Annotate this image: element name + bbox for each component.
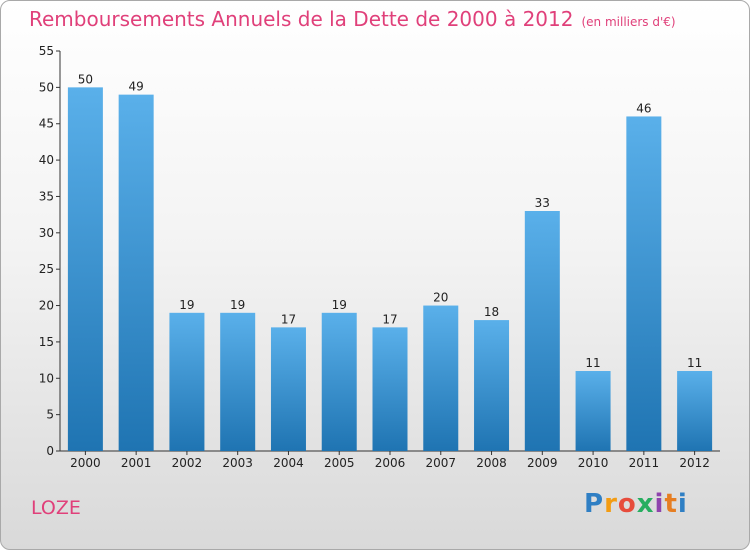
- data-label: 50: [78, 72, 93, 86]
- chart-title-text: Remboursements Annuels de la Dette de 20…: [29, 7, 574, 31]
- bar-2009: [524, 211, 560, 451]
- bar-2004: [270, 327, 306, 451]
- bar-2007: [423, 305, 459, 451]
- x-tick-label: 2012: [679, 456, 710, 470]
- x-tick-label: 2008: [476, 456, 507, 470]
- data-label: 19: [179, 298, 194, 312]
- data-label: 49: [129, 80, 144, 94]
- data-label: 20: [433, 291, 448, 305]
- x-tick-label: 2009: [527, 456, 558, 470]
- bar-2005: [321, 312, 357, 451]
- x-tick-label: 2006: [375, 456, 406, 470]
- bar-2001: [118, 94, 154, 452]
- chart-title: Remboursements Annuels de la Dette de 20…: [29, 7, 676, 31]
- y-tick-label: 35: [39, 189, 54, 203]
- y-tick-label: 30: [39, 226, 54, 240]
- data-label: 11: [687, 356, 702, 370]
- chart-subtitle: (en milliers d'€): [581, 15, 676, 29]
- y-tick-label: 50: [39, 80, 54, 94]
- data-label: 19: [230, 298, 245, 312]
- bar-2012: [677, 371, 713, 451]
- y-tick-label: 45: [39, 117, 54, 131]
- bar-2002: [169, 312, 205, 451]
- data-label: 19: [332, 298, 347, 312]
- x-tick-label: 2002: [172, 456, 203, 470]
- data-label: 46: [636, 101, 651, 115]
- axes: 0 5 10 15 20 25 30 35 40 45 50 55 2000 2001 2002 2003 20…: [39, 44, 720, 470]
- x-tick-label: 2005: [324, 456, 355, 470]
- x-tick-label: 2011: [629, 456, 660, 470]
- bar-2011: [626, 116, 662, 452]
- data-label: 33: [535, 196, 550, 210]
- x-tick-label: 2001: [121, 456, 152, 470]
- proxiti-logo: Proxiti: [584, 489, 688, 519]
- bar-2006: [372, 327, 408, 451]
- bar-2000: [67, 87, 103, 451]
- data-label: 18: [484, 305, 499, 319]
- data-label: 17: [382, 312, 397, 326]
- bars: 50 49 19 19 17 19 17 20 18 33 11 46 11: [67, 72, 713, 452]
- commune-name: LOZE: [31, 497, 81, 519]
- y-tick-label: 20: [39, 299, 54, 313]
- data-label: 11: [585, 356, 600, 370]
- y-tick-label: 10: [39, 371, 54, 385]
- x-tick-label: 2000: [70, 456, 101, 470]
- bar-2008: [474, 320, 510, 451]
- x-tick-label: 2003: [222, 456, 253, 470]
- bar-2003: [220, 312, 256, 451]
- y-tick-label: 40: [39, 153, 54, 167]
- x-tick-label: 2010: [578, 456, 609, 470]
- data-label: 17: [281, 312, 296, 326]
- bar-chart: 0 5 10 15 20 25 30 35 40 45 50 55 2000 2001 2002 2003 20…: [39, 44, 720, 470]
- bar-2010: [575, 371, 611, 451]
- x-tick-label: 2007: [425, 456, 456, 470]
- y-tick-label: 55: [39, 44, 54, 58]
- y-tick-label: 25: [39, 262, 54, 276]
- y-tick-label: 5: [46, 408, 54, 422]
- y-tick-label: 0: [46, 444, 54, 458]
- y-tick-label: 15: [39, 335, 54, 349]
- x-tick-label: 2004: [273, 456, 304, 470]
